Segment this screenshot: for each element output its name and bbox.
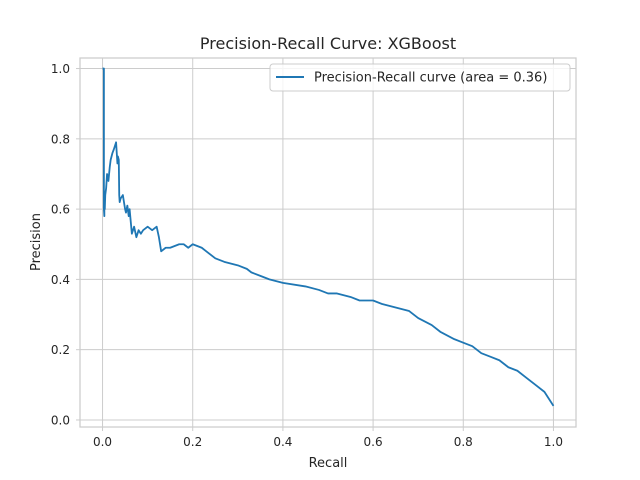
y-tick-label: 1.0 [51,62,70,76]
precision-recall-curve [102,67,555,407]
x-tick-label: 1.0 [544,435,563,449]
x-tick-label: 0.4 [273,435,292,449]
axis-ticks: 0.0 0.2 0.4 0.6 0.8 1.0 0.0 0.2 0.4 0.6 0.8 1.0 [51,62,563,449]
y-tick-label: 0.6 [51,203,70,217]
grid-lines [80,58,576,427]
chart-title: Precision-Recall Curve: XGBoost [200,34,456,53]
y-tick-label: 0.4 [51,273,70,287]
y-tick-label: 0.0 [51,413,70,427]
y-axis-label: Precision [29,213,44,271]
legend-label: Precision-Recall curve (area = 0.36) [314,71,547,86]
plot-frame [79,57,577,428]
x-tick-label: 0.2 [183,435,202,449]
y-tick-label: 0.8 [51,132,70,146]
x-tick-label: 0.0 [93,435,112,449]
x-tick-label: 0.6 [364,435,383,449]
legend: Precision-Recall curve (area = 0.36) [269,63,571,92]
y-tick-label: 0.2 [51,343,70,357]
x-axis-label: Recall [309,456,348,471]
series-layer [102,67,555,407]
x-tick-label: 0.8 [454,435,473,449]
legend-box [269,63,571,92]
